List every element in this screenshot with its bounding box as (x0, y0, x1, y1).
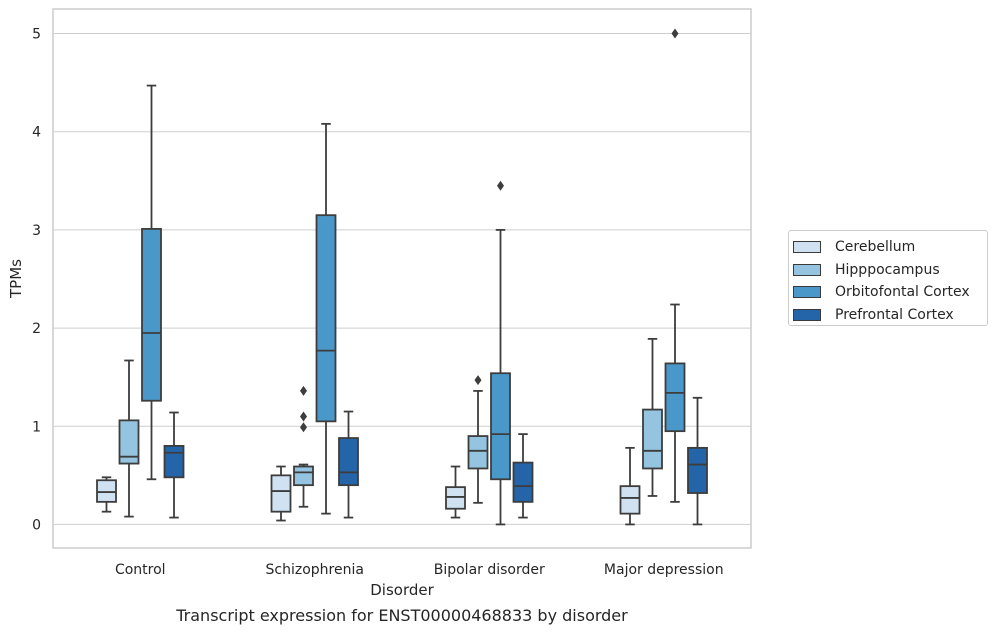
box-body (619, 485, 641, 515)
box-body (96, 479, 117, 503)
box-0-1 (270, 465, 292, 522)
box-2-2 (490, 180, 511, 526)
box-body (512, 461, 534, 503)
box-body (338, 437, 359, 487)
box-body (445, 486, 466, 510)
box-0-2 (445, 465, 466, 519)
box-body (141, 228, 162, 402)
outlier-point (497, 180, 504, 191)
y-tick-label: 1 (32, 419, 41, 435)
y-axis-label: TPMs (7, 259, 25, 299)
legend-swatch-prefrontal (793, 308, 821, 321)
box-2-1 (315, 122, 337, 515)
x-tick-label: Major depression (604, 562, 724, 578)
outlier-point (300, 422, 307, 433)
legend-label-orbitofrontal: Orbitofontal Cortex (835, 284, 970, 301)
box-body (490, 372, 511, 481)
box-0-0 (96, 476, 117, 513)
box-body (163, 444, 185, 479)
y-tick-label: 4 (32, 125, 41, 141)
legend-label-prefrontal: Prefrontal Cortex (835, 306, 954, 323)
x-tick-label: Bipolar disorder (434, 562, 545, 578)
y-tick-label: 0 (32, 517, 41, 533)
legend-swatch-hippocampus (793, 263, 821, 276)
box-1-1 (293, 385, 314, 508)
outlier-point (474, 375, 482, 386)
x-tick-label: Control (115, 562, 166, 578)
box-1-0 (118, 359, 140, 518)
plot-border (52, 8, 752, 549)
legend-item-hippocampus: Hipppocampus (793, 259, 987, 282)
box-2-0 (141, 84, 162, 481)
legend-item-orbitofrontal: Orbitofontal Cortex (793, 281, 987, 304)
legend-label-hippocampus: Hipppocampus (835, 261, 940, 278)
box-1-3 (642, 337, 663, 497)
box-3-1 (338, 410, 359, 519)
outlier-point (300, 411, 307, 422)
box-body (118, 419, 140, 465)
figure-caption: Transcript expression for ENST0000046883… (176, 606, 628, 625)
box-body (642, 408, 663, 470)
box-3-3 (687, 396, 708, 526)
box-1-2 (467, 375, 489, 504)
legend-item-prefrontal: Prefrontal Cortex (793, 304, 987, 327)
outlier-point (671, 28, 679, 39)
box-3-0 (163, 411, 185, 519)
box-body (270, 474, 292, 513)
x-axis-label: Disorder (370, 581, 434, 599)
y-tick-label: 2 (32, 321, 41, 337)
legend-label-cerebellum: Cerebellum (835, 239, 916, 256)
x-tick-label: Schizophrenia (266, 562, 364, 578)
legend-swatch-cerebellum (793, 241, 821, 254)
box-body (687, 446, 708, 494)
box-2-3 (664, 28, 686, 503)
y-tick-label: 5 (32, 27, 41, 43)
box-body (293, 465, 314, 487)
y-tick-label: 3 (32, 223, 41, 239)
box-body (664, 362, 686, 433)
box-3-2 (512, 433, 534, 519)
box-0-3 (619, 446, 641, 526)
legend: Cerebellum Hipppocampus Orbitofontal Cor… (788, 230, 988, 326)
box-body (315, 214, 337, 423)
box-body (467, 435, 489, 470)
outlier-point (300, 385, 307, 396)
legend-swatch-orbitofrontal (793, 286, 821, 299)
legend-item-cerebellum: Cerebellum (793, 236, 987, 259)
